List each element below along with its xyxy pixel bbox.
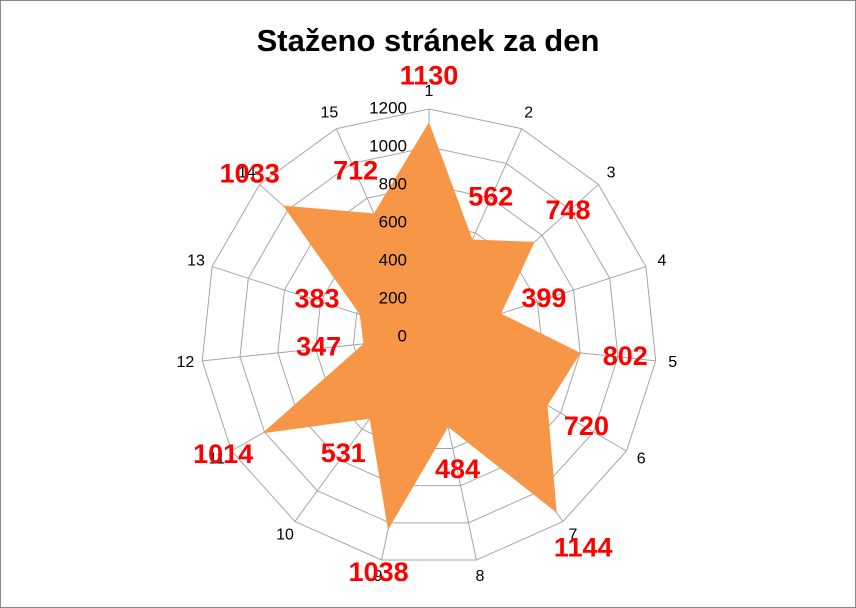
chart-title: Staženo stránek za den [257, 23, 600, 58]
category-label: 14 [238, 164, 256, 181]
category-label: 13 [187, 253, 205, 270]
value-label: 720 [564, 411, 609, 441]
r-tick-label: 600 [379, 212, 407, 231]
value-label: 383 [294, 284, 339, 314]
value-label: 748 [546, 195, 591, 225]
value-label: 531 [321, 438, 366, 468]
category-label: 4 [658, 253, 667, 270]
category-label: 7 [569, 526, 578, 543]
r-tick-label: 1000 [369, 136, 407, 155]
grid-ring [201, 108, 657, 561]
category-label: 6 [637, 451, 646, 468]
category-label: 8 [475, 568, 484, 585]
value-label: 1144 [554, 532, 613, 562]
radar-area [262, 122, 581, 530]
category-label: 12 [176, 354, 194, 371]
r-tick-label: 1200 [369, 98, 407, 117]
value-label: 712 [333, 155, 378, 185]
grid-ring [239, 146, 619, 524]
value-label: 1014 [193, 439, 253, 469]
value-label: 562 [468, 181, 513, 211]
category-label: 10 [276, 526, 294, 543]
grid-ring [277, 184, 581, 487]
value-label: 1038 [349, 557, 409, 587]
category-label: 3 [607, 164, 616, 181]
r-tick-label: 800 [379, 174, 407, 193]
r-tick-label: 400 [379, 250, 407, 269]
value-label: 1033 [220, 159, 280, 189]
category-label: 15 [320, 104, 338, 121]
r-tick-label: 0 [398, 326, 407, 345]
r-tick-label: 200 [379, 288, 407, 307]
value-label: 347 [296, 332, 341, 362]
category-label: 1 [425, 83, 434, 100]
category-label: 2 [524, 104, 533, 121]
value-label: 802 [603, 341, 648, 371]
category-label: 11 [209, 451, 226, 468]
value-label: 1130 [400, 60, 459, 90]
category-label: 9 [374, 568, 383, 585]
category-label: 5 [668, 354, 677, 371]
value-label: 484 [435, 454, 480, 484]
value-label: 399 [521, 283, 566, 313]
